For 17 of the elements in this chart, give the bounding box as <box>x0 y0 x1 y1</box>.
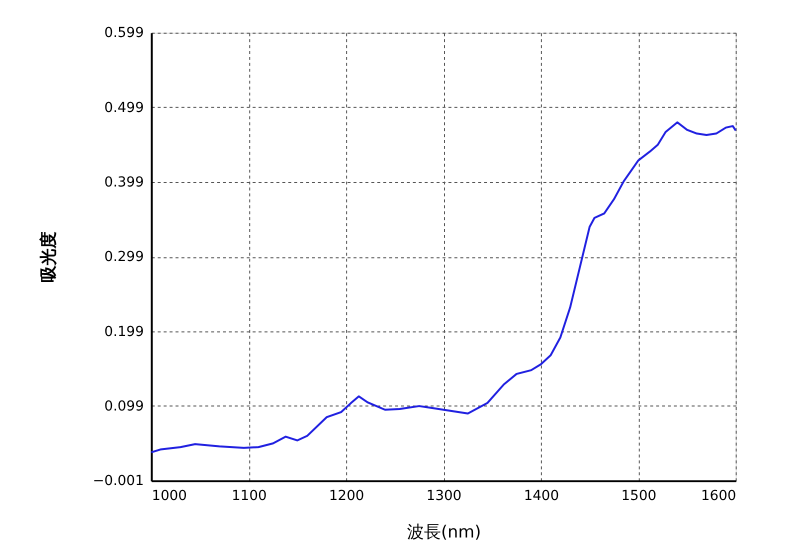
y-tick-label: 0.099 <box>104 398 144 414</box>
y-tick-label: 0.199 <box>104 324 144 340</box>
line-series <box>150 121 737 454</box>
x-tick-label: 1100 <box>232 488 267 504</box>
y-tick-label: −0.001 <box>92 473 144 490</box>
x-tick-label: 1200 <box>329 488 364 504</box>
y-tick-label: 0.499 <box>104 100 144 116</box>
y-tick-label: 0.399 <box>104 174 144 191</box>
x-tick-label: 1000 <box>152 488 187 504</box>
x-tick-label: 1600 <box>701 488 736 504</box>
x-axis-title: 波長(nm) <box>406 522 482 542</box>
x-tick-label: 1300 <box>426 488 462 504</box>
y-tick-label: 0.599 <box>104 25 144 42</box>
y-tick-label: 0.299 <box>104 249 144 266</box>
x-tick-label: 1400 <box>524 488 560 504</box>
y-axis-title: 吸光度 <box>38 232 58 283</box>
x-tick-label: 1500 <box>621 488 656 504</box>
